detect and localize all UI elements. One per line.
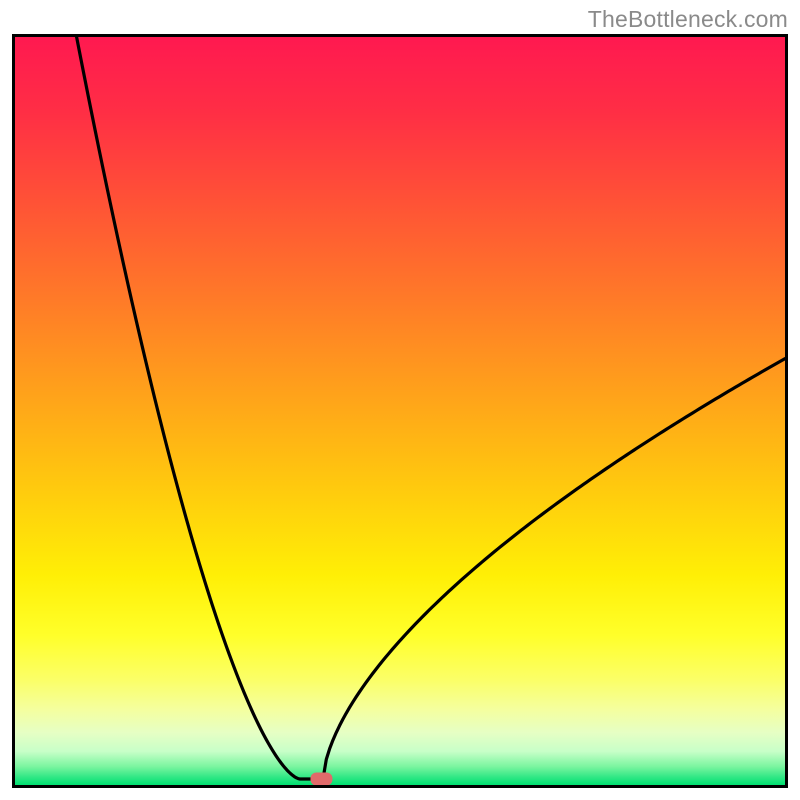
background-rect bbox=[15, 37, 785, 785]
plot-canvas bbox=[15, 37, 785, 785]
optimum-marker bbox=[310, 773, 332, 785]
attribution-label: TheBottleneck.com bbox=[588, 6, 788, 33]
chart-container: TheBottleneck.com bbox=[0, 0, 800, 800]
plot-frame bbox=[12, 34, 788, 788]
